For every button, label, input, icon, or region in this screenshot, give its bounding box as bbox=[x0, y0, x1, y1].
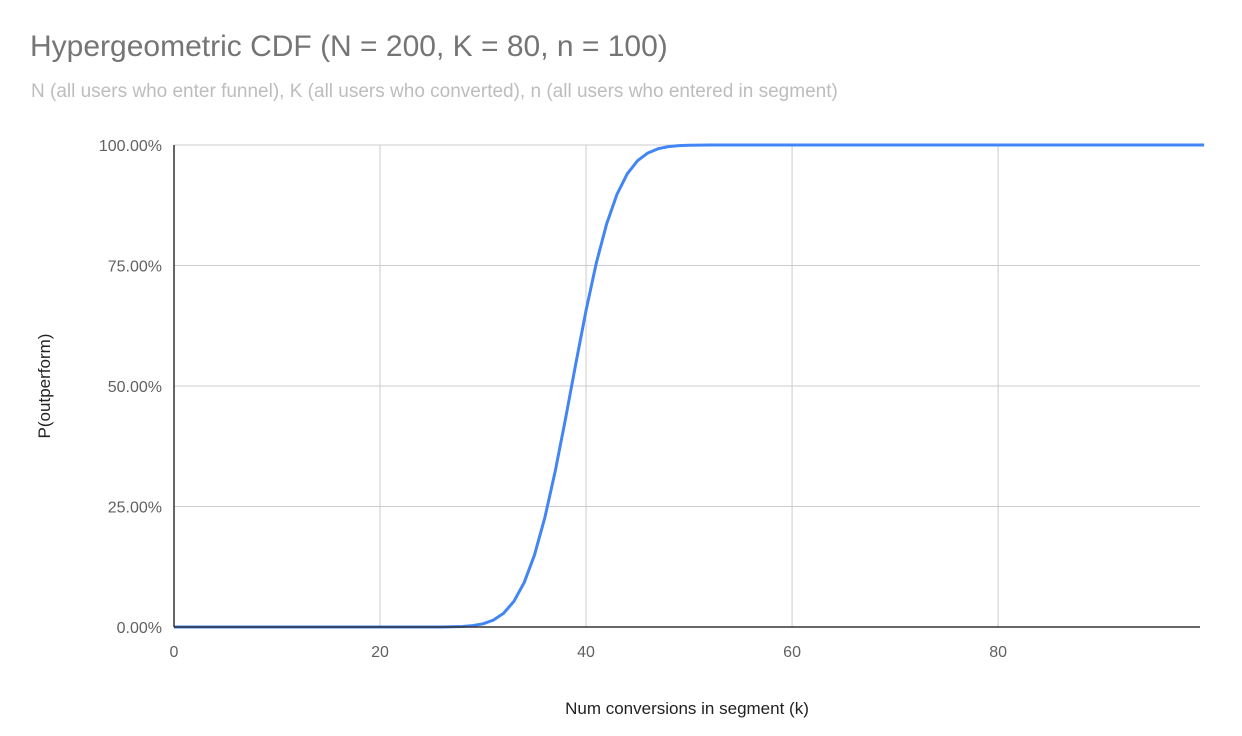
y-tick-label: 100.00% bbox=[99, 138, 162, 155]
y-tick-label: 75.00% bbox=[108, 259, 162, 276]
y-tick-label: 25.00% bbox=[108, 500, 162, 517]
grid bbox=[174, 144, 1200, 628]
x-axis-label: Num conversions in segment (k) bbox=[565, 699, 809, 718]
chart-subtitle: N (all users who enter funnel), K (all u… bbox=[31, 81, 838, 102]
x-axis-ticks: 0 20 40 60 80 bbox=[170, 644, 1008, 661]
y-tick-label: 50.00% bbox=[108, 379, 162, 396]
x-tick-label: 0 bbox=[170, 644, 179, 661]
x-tick-label: 80 bbox=[989, 644, 1007, 661]
y-axis-label: P(outperform) bbox=[35, 334, 54, 439]
y-tick-label: 0.00% bbox=[117, 620, 162, 637]
chart-title: Hypergeometric CDF (N = 200, K = 80, n =… bbox=[30, 30, 668, 63]
y-axis-ticks: 0.00% 25.00% 50.00% 75.00% 100.00% bbox=[99, 138, 162, 637]
x-tick-label: 20 bbox=[371, 644, 389, 661]
x-tick-label: 40 bbox=[577, 644, 595, 661]
x-tick-label: 60 bbox=[783, 644, 801, 661]
